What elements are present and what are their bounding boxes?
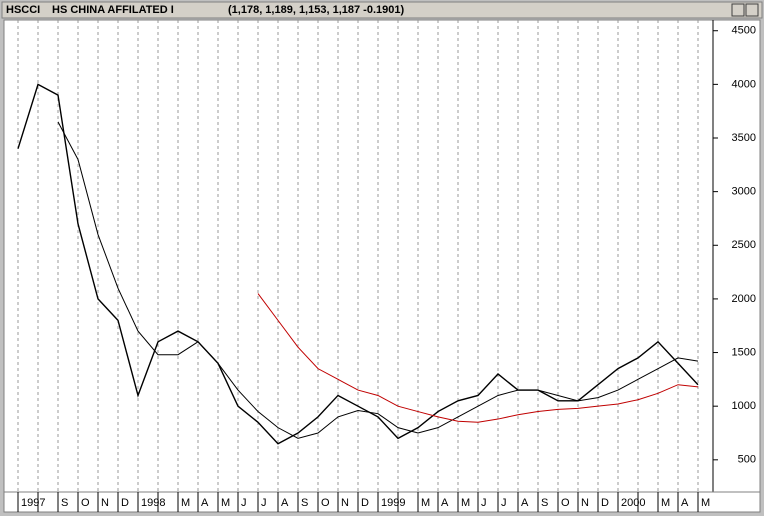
x-tick-label: J bbox=[241, 497, 247, 509]
x-tick-label: S bbox=[541, 497, 548, 509]
y-tick-label: 2500 bbox=[732, 239, 756, 251]
x-tick-label: M bbox=[461, 497, 470, 509]
series-line bbox=[257, 293, 699, 423]
y-tick-label: 500 bbox=[738, 454, 756, 466]
x-tick-label: N bbox=[341, 497, 349, 509]
y-tick-label: 1500 bbox=[732, 346, 756, 358]
chart-title: HSCCI bbox=[6, 4, 40, 16]
title-bar bbox=[1, 1, 763, 19]
annotation: (1,178, 1,189, 1,153, 1,187 -0.1901) bbox=[228, 4, 404, 16]
x-tick-label: 1998 bbox=[141, 497, 165, 509]
x-tick-label: J bbox=[501, 497, 507, 509]
x-tick-label: O bbox=[81, 497, 90, 509]
x-tick-label: 2000 bbox=[621, 497, 645, 509]
x-tick-label: D bbox=[601, 497, 609, 509]
x-axis-band bbox=[3, 491, 761, 513]
series-line bbox=[17, 83, 699, 445]
x-tick-label: J bbox=[481, 497, 487, 509]
x-tick-label: N bbox=[101, 497, 109, 509]
y-tick-label: 3500 bbox=[732, 132, 756, 144]
x-tick-label: M bbox=[181, 497, 190, 509]
close-button[interactable] bbox=[745, 3, 759, 17]
x-tick-label: M bbox=[221, 497, 230, 509]
x-tick-label: 1997 bbox=[21, 497, 45, 509]
y-tick-label: 4500 bbox=[732, 25, 756, 37]
x-tick-label: S bbox=[301, 497, 308, 509]
x-tick-label: N bbox=[581, 497, 589, 509]
x-tick-label: O bbox=[561, 497, 570, 509]
y-tick-label: 1000 bbox=[732, 400, 756, 412]
x-tick-label: S bbox=[61, 497, 68, 509]
chart-subtitle: HS CHINA AFFILATED I bbox=[52, 4, 174, 16]
x-tick-label: M bbox=[701, 497, 710, 509]
series-line bbox=[57, 121, 699, 439]
x-tick-label: A bbox=[521, 497, 529, 509]
x-tick-label: A bbox=[201, 497, 209, 509]
y-tick-label: 2000 bbox=[732, 293, 756, 305]
y-tick-label: 3000 bbox=[732, 186, 756, 198]
x-tick-label: J bbox=[261, 497, 267, 509]
x-tick-label: 1999 bbox=[381, 497, 405, 509]
x-tick-label: D bbox=[361, 497, 369, 509]
minimize-button[interactable] bbox=[731, 3, 745, 17]
x-tick-label: A bbox=[281, 497, 289, 509]
plot-background bbox=[3, 19, 761, 493]
x-tick-label: M bbox=[661, 497, 670, 509]
y-tick-label: 4000 bbox=[732, 78, 756, 90]
x-tick-label: D bbox=[121, 497, 129, 509]
x-tick-label: M bbox=[421, 497, 430, 509]
x-tick-label: A bbox=[681, 497, 689, 509]
x-tick-label: A bbox=[441, 497, 449, 509]
x-tick-label: O bbox=[321, 497, 330, 509]
